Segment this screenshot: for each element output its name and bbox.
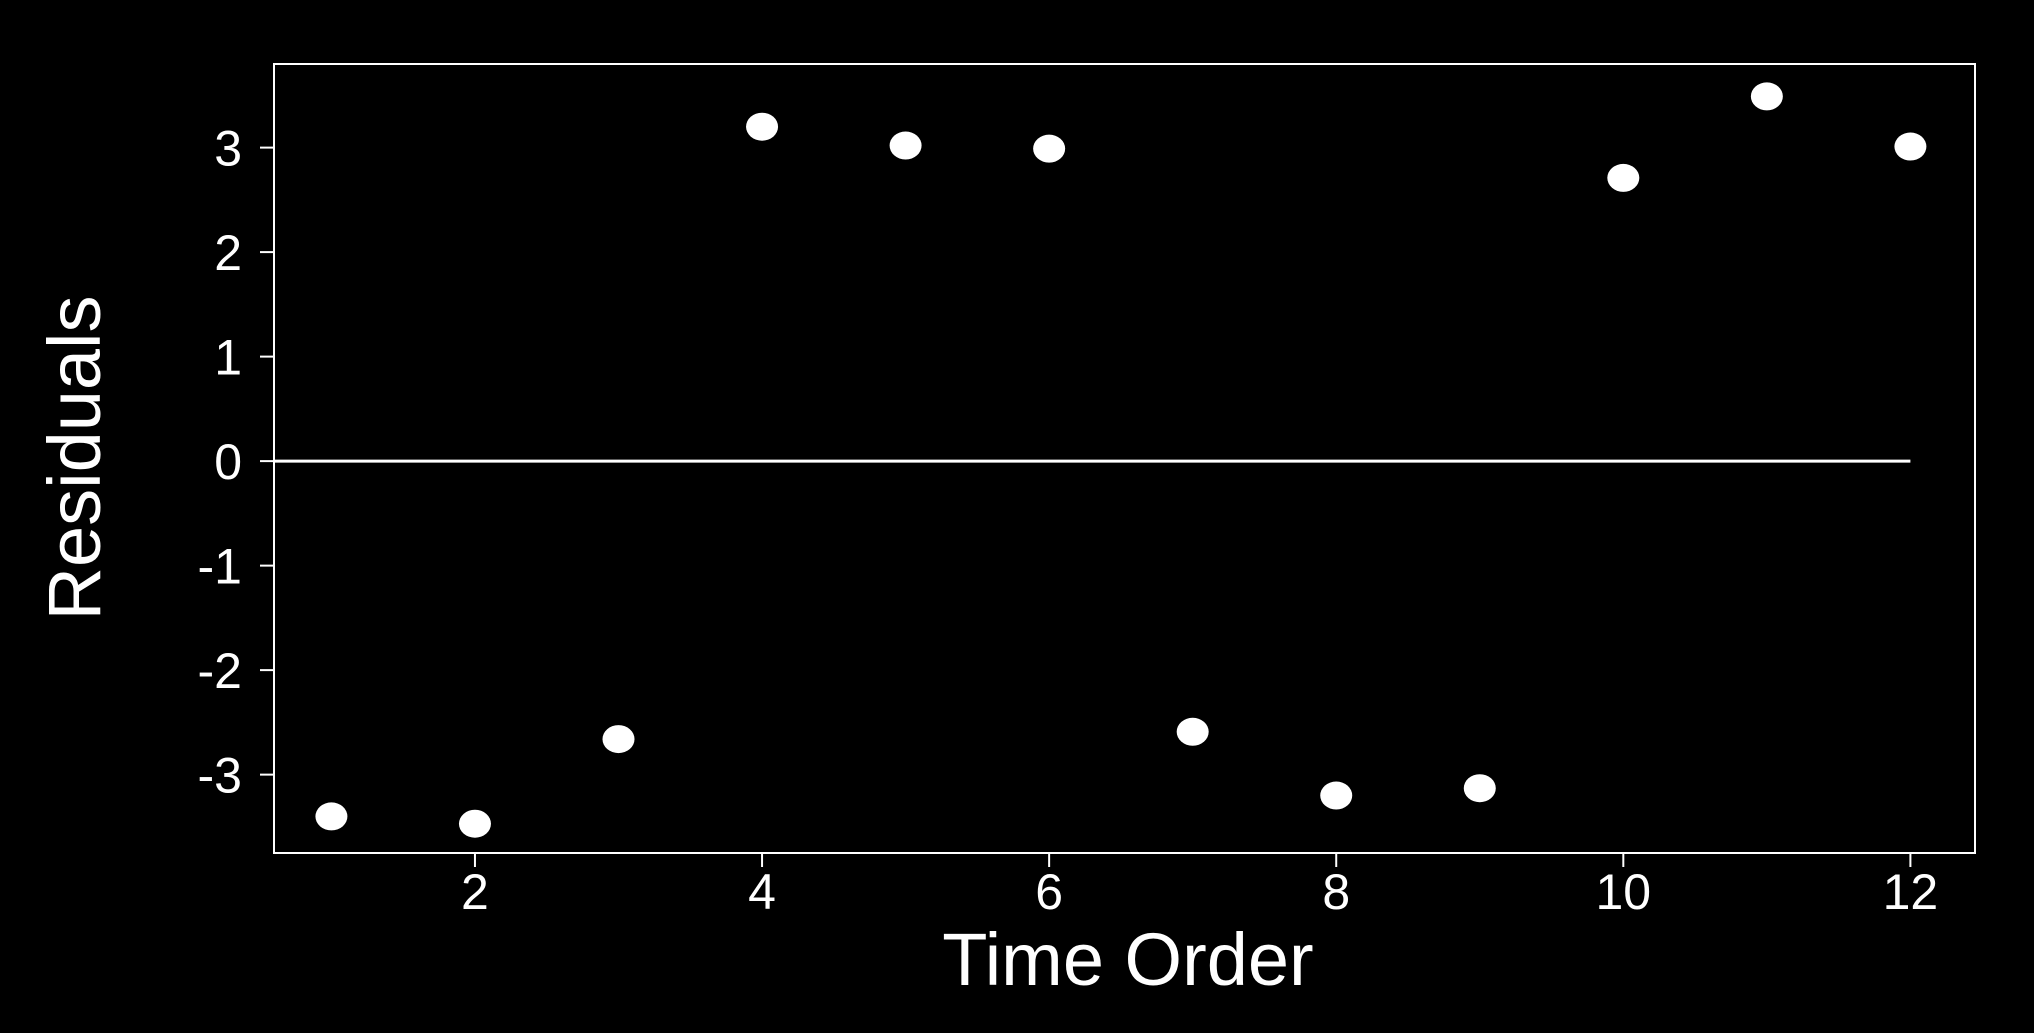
x-tick-label: 4 (748, 864, 776, 920)
y-tick-label: -3 (198, 748, 242, 804)
data-point (315, 802, 348, 831)
data-point (1463, 774, 1496, 803)
x-tick-label: 6 (1035, 864, 1063, 920)
x-tick-label: 10 (1596, 864, 1652, 920)
data-point (602, 725, 635, 754)
data-point (1750, 82, 1783, 111)
x-tick-label: 12 (1883, 864, 1939, 920)
data-point (1894, 132, 1927, 161)
data-point (1033, 134, 1066, 163)
x-axis-label: Time Order (942, 918, 1313, 1001)
x-tick-label: 8 (1322, 864, 1350, 920)
data-point (1176, 717, 1209, 746)
y-axis-label: Residuals (33, 296, 116, 621)
x-tick-label: 2 (461, 864, 489, 920)
y-tick-label: 2 (214, 225, 242, 281)
y-tick-label: 1 (214, 330, 242, 386)
y-tick-label: -2 (198, 643, 242, 699)
y-axis: -3 -2 -1 0 1 2 3 (198, 121, 274, 804)
y-tick-label: -1 (198, 539, 242, 595)
plot-frame (273, 63, 1976, 854)
data-point (1607, 163, 1640, 192)
y-tick-label: 3 (214, 121, 242, 177)
data-point (889, 131, 922, 160)
y-tick-label: 0 (214, 434, 242, 490)
x-axis: 2 4 6 8 10 12 (461, 853, 1938, 920)
plot-area-border (273, 63, 1976, 854)
data-point (746, 112, 779, 141)
data-point (1320, 781, 1353, 810)
data-points (315, 82, 1927, 838)
data-point (458, 809, 491, 838)
